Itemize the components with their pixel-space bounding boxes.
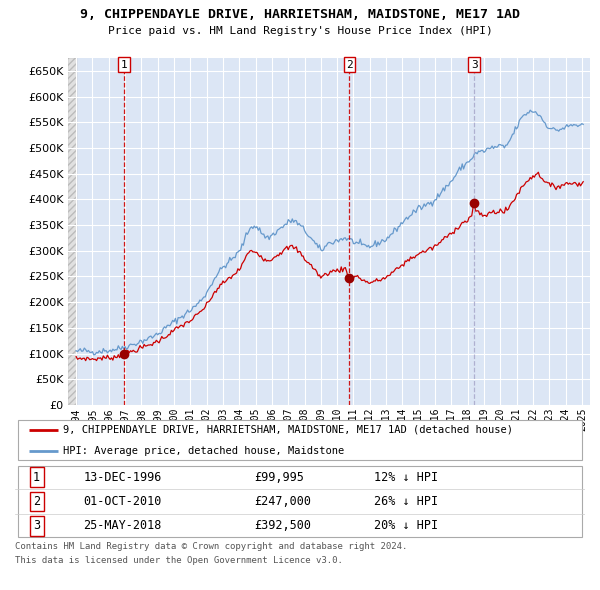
Text: Price paid vs. HM Land Registry's House Price Index (HPI): Price paid vs. HM Land Registry's House … xyxy=(107,26,493,36)
Text: £392,500: £392,500 xyxy=(254,519,311,532)
Text: HPI: Average price, detached house, Maidstone: HPI: Average price, detached house, Maid… xyxy=(64,446,344,456)
Text: 01-OCT-2010: 01-OCT-2010 xyxy=(83,495,162,508)
FancyBboxPatch shape xyxy=(18,467,582,536)
Text: 2: 2 xyxy=(346,60,353,70)
Text: £99,995: £99,995 xyxy=(254,471,304,484)
Bar xyxy=(68,58,77,405)
Text: This data is licensed under the Open Government Licence v3.0.: This data is licensed under the Open Gov… xyxy=(15,556,343,565)
Bar xyxy=(68,58,77,405)
Text: 1: 1 xyxy=(33,471,40,484)
Text: 26% ↓ HPI: 26% ↓ HPI xyxy=(374,495,438,508)
Text: 9, CHIPPENDAYLE DRIVE, HARRIETSHAM, MAIDSTONE, ME17 1AD: 9, CHIPPENDAYLE DRIVE, HARRIETSHAM, MAID… xyxy=(80,8,520,21)
Text: 2: 2 xyxy=(33,495,40,508)
Text: £247,000: £247,000 xyxy=(254,495,311,508)
Text: 9, CHIPPENDAYLE DRIVE, HARRIETSHAM, MAIDSTONE, ME17 1AD (detached house): 9, CHIPPENDAYLE DRIVE, HARRIETSHAM, MAID… xyxy=(64,425,514,435)
FancyBboxPatch shape xyxy=(18,420,582,460)
Text: 3: 3 xyxy=(471,60,478,70)
Text: 20% ↓ HPI: 20% ↓ HPI xyxy=(374,519,438,532)
Text: 1: 1 xyxy=(121,60,128,70)
Text: 12% ↓ HPI: 12% ↓ HPI xyxy=(374,471,438,484)
Text: 3: 3 xyxy=(33,519,40,532)
Text: Contains HM Land Registry data © Crown copyright and database right 2024.: Contains HM Land Registry data © Crown c… xyxy=(15,542,407,551)
Text: 13-DEC-1996: 13-DEC-1996 xyxy=(83,471,162,484)
Text: 25-MAY-2018: 25-MAY-2018 xyxy=(83,519,162,532)
